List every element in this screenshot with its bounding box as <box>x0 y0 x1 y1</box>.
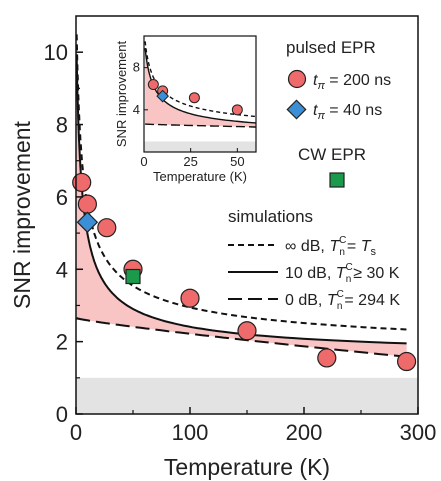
inset-band <box>144 141 256 152</box>
legend-diamond-marker <box>286 99 307 120</box>
y-axis-label: SNR improvement <box>9 120 35 308</box>
inset-y-tick-label: 4 <box>133 102 140 117</box>
data-points <box>72 172 417 372</box>
x-tick-label: 200 <box>286 420 323 445</box>
inset-y-tick-label: 8 <box>133 60 140 75</box>
main-axes: 0 100 200 300 0 2 4 6 8 10 Temperature (K) SNR impr… <box>9 15 437 480</box>
inset-curve-inf <box>144 41 257 118</box>
simulation-curves <box>75 34 407 358</box>
inset-point-diamond <box>156 89 170 103</box>
legend-sim-header: simulations <box>228 207 313 226</box>
legend-pulsed-200: tπ = 200 ns <box>313 72 391 92</box>
x-tick-label: 0 <box>70 420 82 445</box>
y-tick-label: 8 <box>56 113 68 138</box>
legend-sim-0: 0 dB, TC n = 294 K <box>285 289 400 312</box>
inset-curve-0 <box>145 123 256 128</box>
gray-band <box>76 377 418 414</box>
legend-pulsed-header: pulsed EPR <box>286 38 376 57</box>
x-axis-label: Temperature (K) <box>164 454 330 480</box>
point-circle <box>77 194 98 214</box>
legend: pulsed EPR tπ = 200 ns tπ = 40 ns CW EPR… <box>228 38 400 312</box>
inset-x-tick-label: 50 <box>230 154 244 169</box>
point-circle <box>237 321 257 341</box>
curve-inf-db <box>75 34 407 331</box>
y-tick-label: 6 <box>56 185 68 210</box>
legend-sim-inf: ∞ dB, TC n = Ts <box>285 235 376 258</box>
inset-point-circle <box>188 92 200 104</box>
inset-x-tick-label: 0 <box>140 154 147 169</box>
curve-10-db <box>75 57 407 345</box>
inset-point-circle <box>147 79 159 91</box>
y-tick-label: 10 <box>44 40 68 65</box>
point-circle <box>72 172 92 193</box>
inset-y-label: SNR improvement <box>114 41 129 148</box>
inset-x-label: Temperature (K) <box>153 169 247 184</box>
y-tick-label: 0 <box>56 402 68 427</box>
legend-sim-10: 10 dB, TC n ≥ 30 K <box>285 262 400 285</box>
x-tick-label: 300 <box>400 420 437 445</box>
legend-pulsed-40: tπ = 40 ns <box>313 102 382 122</box>
y-tick-label: 2 <box>56 330 68 355</box>
inset-chart: 0 25 50 4 8 Temperature (K) SNR improvement <box>114 35 257 184</box>
point-circle <box>180 288 200 308</box>
legend-circle-marker <box>287 69 307 89</box>
point-circle <box>317 348 337 368</box>
point-square <box>125 268 141 285</box>
noise-floor-band <box>76 377 418 414</box>
point-diamond <box>76 211 99 233</box>
legend-cw-header: CW EPR <box>298 145 366 164</box>
inset-frame <box>143 35 257 153</box>
inset-point-circle <box>231 104 243 116</box>
legend-square-marker <box>329 172 345 188</box>
point-circle <box>397 351 417 372</box>
point-circle <box>97 218 117 238</box>
y-tick-label: 4 <box>56 257 68 282</box>
inset-x-tick-label: 25 <box>183 154 197 169</box>
curve-0-db <box>75 317 407 358</box>
x-tick-label: 100 <box>172 420 209 445</box>
